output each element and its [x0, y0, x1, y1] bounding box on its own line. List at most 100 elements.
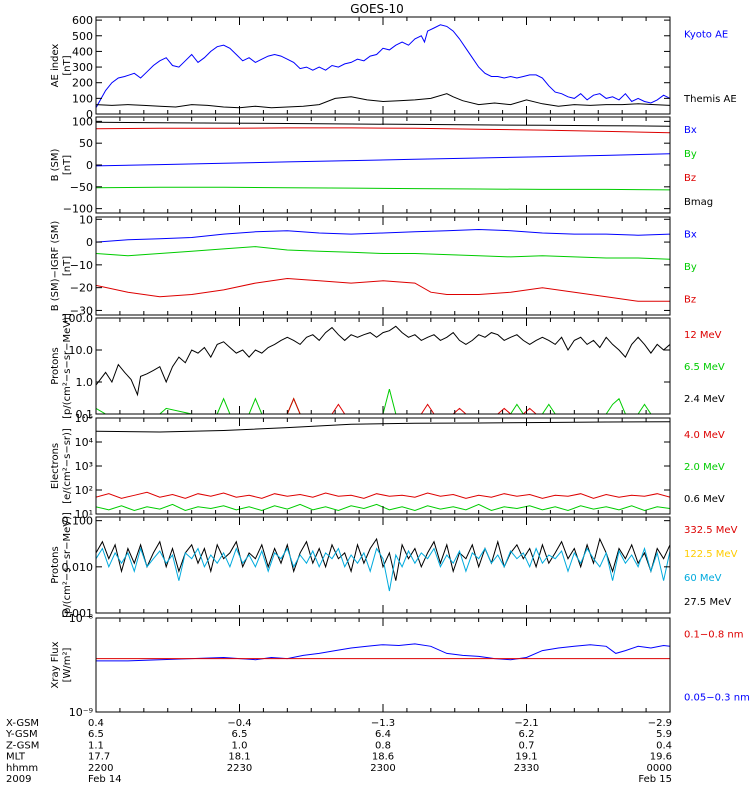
x-axis-value: 6.5 [88, 729, 104, 740]
x-axis-row-label: X-GSM [6, 718, 39, 729]
y-axis-label-line: [W/m²] [62, 647, 73, 682]
panel-frame [95, 16, 671, 115]
x-axis-value: Feb 14 [88, 774, 122, 785]
series-b_diff-by [96, 246, 670, 260]
legend-entry: 2.4 MeV [684, 394, 725, 405]
y-tick-label: 10⁴ [75, 436, 94, 449]
x-axis-value: 2200 [88, 763, 113, 774]
x-axis-value: 6.5 [232, 729, 248, 740]
y-tick-label: 50 [79, 137, 93, 150]
x-axis-value: 1.1 [88, 740, 104, 751]
y-axis-label: B (SM) [nT] [50, 148, 73, 181]
y-axis-label-line: B (SM)−IGRF (SM) [50, 221, 61, 312]
x-axis-value: 0.7 [519, 740, 535, 751]
panel-ae: 0 100 200 300 400 500 600 AE index [nT] Kyoto AE T… [50, 14, 737, 121]
y-tick-label: 0 [86, 159, 93, 172]
legend-entry: 0.1−0.8 nm [684, 630, 743, 641]
x-axis-value: 0000 [647, 763, 672, 774]
series-ae-themis-ae [96, 93, 670, 109]
y-tick-label: −50 [70, 181, 93, 194]
y-axis-label: Xray Flux [W/m²] [50, 641, 73, 688]
x-axis-value: 18.1 [228, 752, 250, 763]
y-tick-label: −30 [70, 304, 93, 317]
y-tick-label: −10 [70, 259, 93, 272]
legend-entry: 12 MeV [684, 330, 722, 341]
y-axis-label-line: B (SM) [50, 148, 61, 181]
x-axis-value: −2.9 [648, 718, 672, 729]
y-tick-label: 10⁵ [75, 412, 93, 425]
x-axis-value: 2330 [514, 763, 539, 774]
x-axis-value: 6.2 [519, 729, 535, 740]
x-axis-value: 19.6 [650, 752, 672, 763]
legend-entry: 6.5 MeV [684, 362, 725, 373]
legend-entry: 122.5 MeV [684, 549, 738, 560]
x-axis-value: Feb 15 [638, 774, 672, 785]
series-ae-kyoto-ae [96, 24, 670, 108]
y-axis-label-line: [e/(cm²−s−sr)] [62, 428, 73, 504]
y-tick-label: 500 [72, 30, 93, 43]
legend-entry: 4.0 MeV [684, 430, 725, 441]
legend-entry: Themis AE [683, 94, 737, 105]
x-axis-value: −0.4 [227, 718, 251, 729]
y-axis-label: Protons [p/(cm²−s−sr−MeV)] [50, 313, 73, 419]
y-tick-label: 10⁻⁸ [69, 612, 94, 625]
series-protons_low-6.5-mev [96, 388, 652, 414]
y-axis-label-line: [p/(cm²−s−sr−MeV)] [62, 313, 73, 419]
y-tick-label: 0.001 [62, 607, 94, 620]
legend-entry: Bx [684, 125, 697, 136]
y-tick-label: 100 [72, 115, 93, 128]
panel-b_sm: −100 −50 0 50 100 B (SM) [nT] Bx By Bz Bmag [50, 115, 713, 215]
y-axis-label-line: [nT] [62, 256, 73, 276]
x-axis-value: 6.4 [375, 729, 391, 740]
x-axis-value: 0.4 [656, 740, 672, 751]
y-tick-label: 100.0 [62, 312, 94, 325]
y-tick-label: 10² [75, 484, 93, 497]
series-protons_low-12-mev [286, 397, 537, 414]
x-axis-value: 2300 [370, 763, 395, 774]
y-tick-label: 10³ [75, 460, 93, 473]
x-axis-value: 0.4 [88, 718, 104, 729]
y-tick-label: 1.0 [76, 376, 94, 389]
y-axis-label-line: Electrons [50, 443, 61, 489]
x-axis-row-label: MLT [6, 752, 26, 763]
y-tick-label: 400 [72, 45, 93, 58]
y-axis-label: AE index [nT] [50, 44, 73, 88]
legend-entry: 2.0 MeV [684, 462, 725, 473]
x-axis-value: 19.1 [515, 752, 537, 763]
y-axis-label-line: AE index [50, 44, 61, 88]
panel-frame [95, 617, 671, 713]
legend-entry: Bmag [684, 197, 713, 208]
legend-entry: 60 MeV [684, 573, 722, 584]
y-axis-label-line: [p/(cm²−s−sr−MeV)] [62, 512, 73, 618]
x-axis-value: 17.7 [88, 752, 110, 763]
x-axis-value: −1.3 [371, 718, 395, 729]
legend-entry: By [684, 149, 697, 160]
series-b_sm-bx [96, 153, 670, 167]
y-tick-label: −20 [70, 282, 93, 295]
legend-entry: 27.5 MeV [684, 597, 731, 608]
y-axis-label-line: [nT] [62, 55, 73, 75]
x-axis-value: 18.6 [372, 752, 394, 763]
y-tick-label: 10.0 [69, 344, 94, 357]
panel-frame [95, 216, 671, 316]
legend-entry: Bx [684, 229, 697, 240]
panel-xray: 10⁻⁹ 10⁻⁸ Xray Flux [W/m²] 0.1−0.8 nm 0.05−0.… [50, 612, 750, 719]
x-axis-value: 5.9 [656, 729, 672, 740]
y-tick-label: 0 [86, 236, 93, 249]
panel-frame [95, 417, 671, 515]
x-axis-row-label: Z-GSM [6, 740, 39, 751]
legend-entry: 0.05−0.3 nm [684, 693, 750, 704]
y-tick-label: 600 [72, 14, 93, 27]
x-axis-value: 1.0 [232, 740, 248, 751]
legend-entry: Bz [684, 173, 696, 184]
y-tick-label: 0 [86, 108, 93, 121]
y-axis-label: Electrons [e/(cm²−s−sr)] [50, 428, 73, 504]
x-axis-row-label: 2009 [6, 774, 31, 785]
series-xray-0.05-0.3-nm [96, 643, 670, 662]
legend-entry: Kyoto AE [684, 29, 728, 40]
legend-entry: 0.6 MeV [684, 494, 725, 505]
y-tick-label: 0.010 [62, 561, 94, 574]
series-protons_low-2.4-mev [96, 325, 670, 397]
legend-entry: Bz [684, 295, 696, 306]
